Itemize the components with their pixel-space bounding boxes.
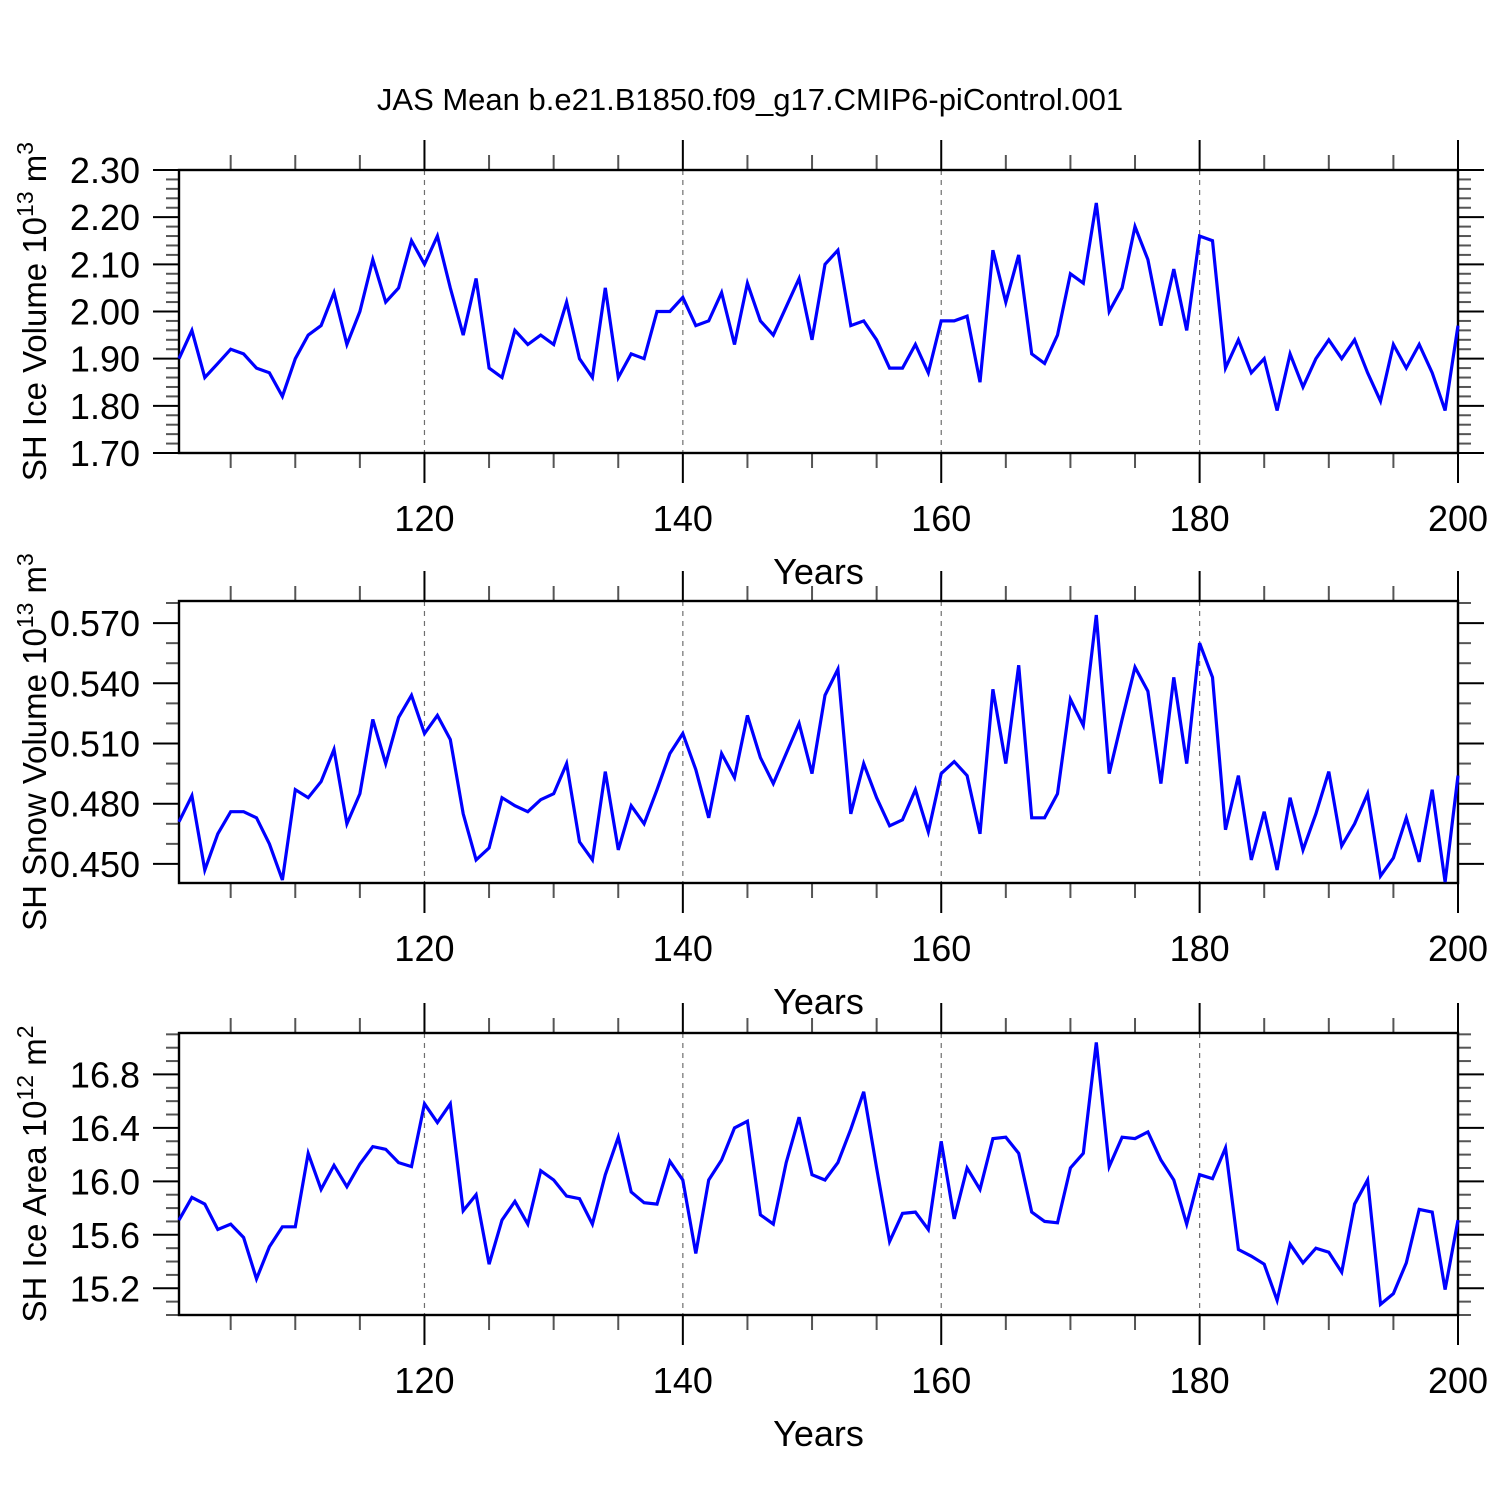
y-tick-label: 15.6 (70, 1215, 140, 1256)
x-tick-label: 120 (394, 498, 454, 539)
y-tick-label: 2.10 (70, 244, 140, 285)
y-tick-label: 16.8 (70, 1054, 140, 1095)
x-tick-label: 200 (1428, 928, 1488, 969)
panel-1: 1.70 1.80 1.90 2.00 2.10 2.20 2.30 120 140 160 180… (12, 140, 1488, 592)
series-line-sh-ice-volume (177, 202, 1460, 412)
y-tick-label: 2.30 (70, 150, 140, 191)
y-tick-label: 1.90 (70, 339, 140, 380)
plot-frame (177, 599, 1460, 885)
x-tick-label: 180 (1170, 1360, 1230, 1401)
x-tick-label: 140 (653, 498, 713, 539)
figure-title: JAS Mean b.e21.B1850.f09_g17.CMIP6-piCon… (377, 82, 1123, 117)
y-tick-label: 2.20 (70, 197, 140, 238)
x-tick-label: 160 (911, 928, 971, 969)
series-line-sh-snow-volume (177, 614, 1460, 883)
y-tick-label: 15.2 (70, 1268, 140, 1309)
series-line-sh-ice-area (177, 1042, 1460, 1308)
x-axis-title: Years (773, 981, 864, 1022)
x-tick-label: 120 (394, 1360, 454, 1401)
y-tick-label: 2.00 (70, 292, 140, 333)
x-axis-title: Years (773, 1413, 864, 1454)
y-tick-label: 16.4 (70, 1108, 140, 1149)
y-axis-title: SH Ice Volume 1013 m3 (12, 142, 53, 481)
y-tick-label: 0.450 (50, 844, 140, 885)
x-tick-label: 140 (653, 1360, 713, 1401)
y-tick-label: 1.80 (70, 386, 140, 427)
x-tick-label: 120 (394, 928, 454, 969)
x-tick-label: 200 (1428, 498, 1488, 539)
x-tick-label: 160 (911, 498, 971, 539)
y-tick-label: 0.480 (50, 784, 140, 825)
x-tick-label: 140 (653, 928, 713, 969)
x-tick-label: 200 (1428, 1360, 1488, 1401)
y-axis-title: SH Ice Area 1012 m2 (12, 1025, 53, 1322)
x-axis-title: Years (773, 551, 864, 592)
y-tick-label: 16.0 (70, 1161, 140, 1202)
panel-3: 15.2 15.6 16.0 16.4 16.8 120 140 160 180 200 Years… (12, 1003, 1488, 1454)
x-tick-label: 180 (1170, 498, 1230, 539)
y-tick-label: 0.540 (50, 663, 140, 704)
plot-frame (177, 168, 1460, 455)
y-tick-label: 1.70 (70, 433, 140, 474)
plot-frame (177, 1031, 1460, 1317)
x-tick-label: 160 (911, 1360, 971, 1401)
y-tick-label: 0.510 (50, 724, 140, 765)
y-axis-title: SH Snow Volume 1013 m3 (12, 553, 53, 931)
panel-2: 0.450 0.480 0.510 0.540 0.570 120 140 160 180 200… (12, 553, 1488, 1022)
x-tick-label: 180 (1170, 928, 1230, 969)
y-tick-label: 0.570 (50, 603, 140, 644)
